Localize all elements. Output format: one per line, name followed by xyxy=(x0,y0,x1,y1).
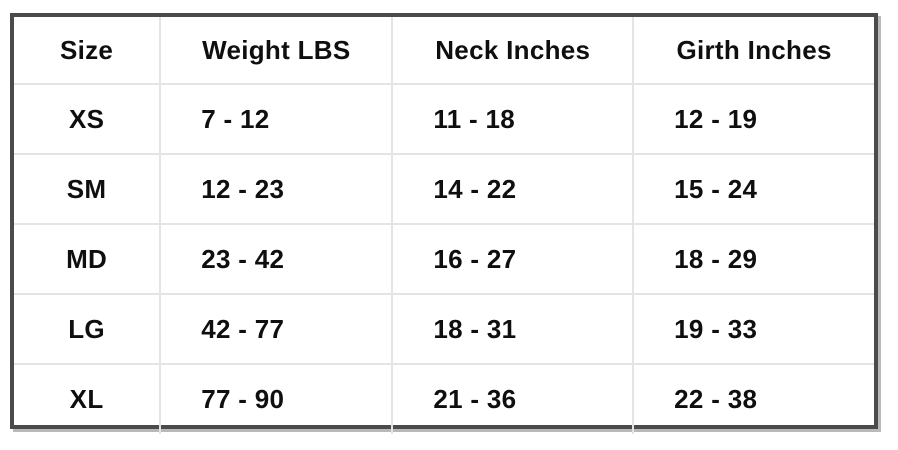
size-chart-table: Size Weight LBS Neck Inches Girth Inches XS… xyxy=(10,13,878,434)
value-cell: 11 - 18 xyxy=(391,83,634,154)
value-cell: 42 - 77 xyxy=(159,293,393,364)
value-cell: 19 - 33 xyxy=(632,293,874,364)
size-cell: LG xyxy=(14,293,161,364)
table-row-md: MD 23 - 42 16 - 27 18 - 29 xyxy=(14,223,874,294)
size-chart: Size Weight LBS Neck Inches Girth Inches XS… xyxy=(14,17,874,434)
value-cell: 14 - 22 xyxy=(391,153,634,224)
value-cell: 22 - 38 xyxy=(632,363,874,434)
column-header-girth-inches: Girth Inches xyxy=(632,17,874,84)
column-header-size: Size xyxy=(59,34,114,65)
size-cell: XS xyxy=(14,83,161,154)
value-cell: 18 - 29 xyxy=(632,223,874,294)
value-cell: 12 - 23 xyxy=(159,153,393,224)
value-cell: 18 - 31 xyxy=(391,293,634,364)
table-row-sm: SM 12 - 23 14 - 22 15 - 24 xyxy=(14,153,874,224)
table-row-lg: LG 42 - 77 18 - 31 19 - 33 xyxy=(14,293,874,364)
header-row: Size Weight LBS Neck Inches Girth Inches xyxy=(14,17,874,84)
table-row-xl: XL 77 - 90 21 - 36 22 - 38 xyxy=(14,363,874,434)
size-cell: MD xyxy=(14,223,161,294)
size-cell: SM xyxy=(14,153,161,224)
value-cell: 7 - 12 xyxy=(159,83,393,154)
value-cell: 77 - 90 xyxy=(159,363,393,434)
value-cell: 23 - 42 xyxy=(159,223,393,294)
table-body: XS 7 - 12 11 - 18 12 - 19 SM 12 - 23 14 - 22 15… xyxy=(14,83,874,434)
value-cell: 21 - 36 xyxy=(391,363,634,434)
table-row-xs: XS 7 - 12 11 - 18 12 - 19 xyxy=(14,83,874,154)
column-header-weight-lbs: Weight LBS xyxy=(159,17,393,84)
value-cell: 15 - 24 xyxy=(632,153,874,224)
column-header-neck-inches: Neck Inches xyxy=(391,17,634,84)
value-cell: 16 - 27 xyxy=(391,223,634,294)
size-cell: XL xyxy=(14,363,161,434)
value-cell: 12 - 19 xyxy=(632,83,874,154)
